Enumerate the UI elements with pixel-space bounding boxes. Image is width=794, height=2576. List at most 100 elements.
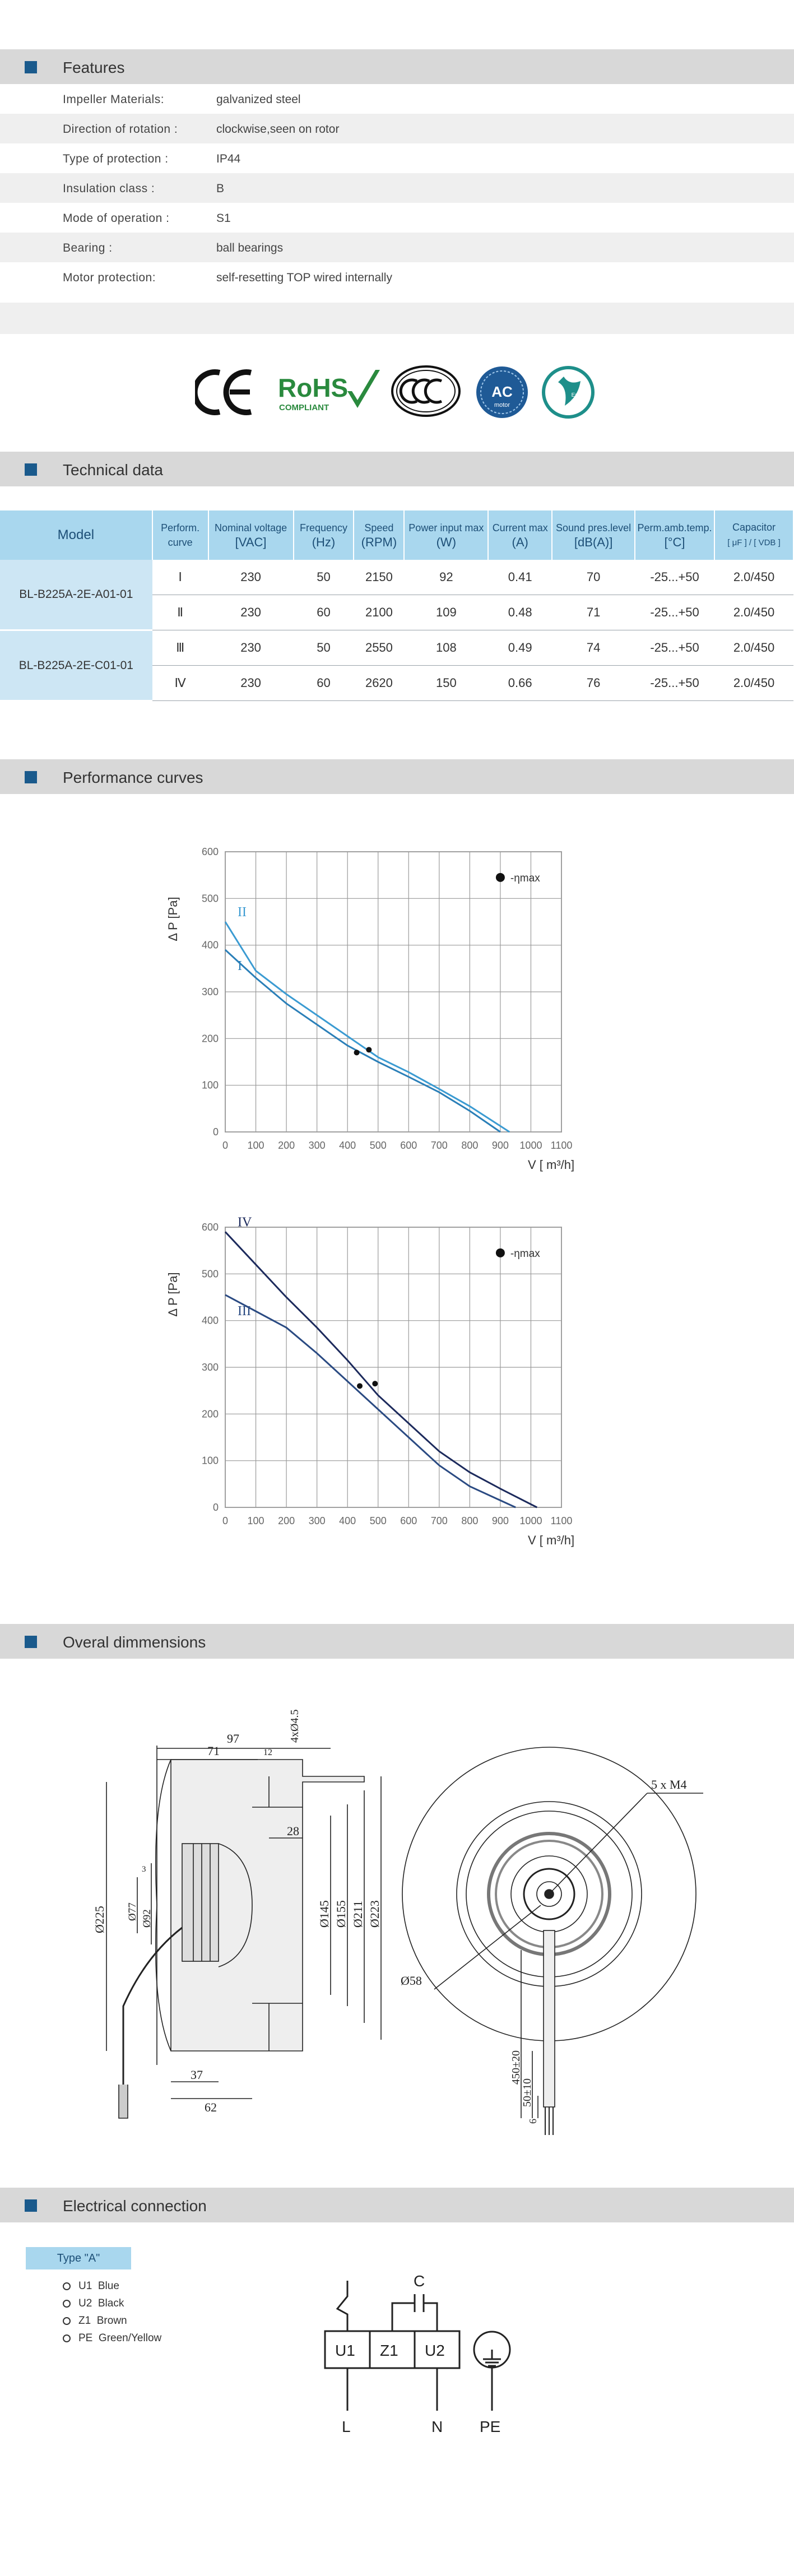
features-header: Features bbox=[0, 49, 794, 84]
feature-label: Impeller Materials: bbox=[63, 93, 165, 106]
section-marker bbox=[25, 771, 37, 783]
temp-cell: -25...+50 bbox=[635, 630, 715, 666]
side-view-drawing: 97 71 12 4xØ4.5 28 Ø225 Ø92 Ø77 3 Ø145 Ø… bbox=[92, 1710, 382, 2119]
series-line-IV bbox=[224, 1231, 538, 1509]
y-tick-label: 400 bbox=[202, 940, 219, 951]
x-tick-label: 800 bbox=[461, 1515, 478, 1526]
capacitor-cell: 2.0/450 bbox=[714, 665, 793, 701]
x-tick-label: 300 bbox=[309, 1140, 326, 1151]
electrical-header: Electrical connection bbox=[0, 2188, 794, 2222]
feature-value: S1 bbox=[216, 212, 231, 225]
dim-lead-6: 6 bbox=[527, 2119, 538, 2124]
capacitor-label: C bbox=[414, 2272, 425, 2290]
x-tick-label: 0 bbox=[222, 1140, 228, 1151]
x-tick-label: 100 bbox=[248, 1140, 264, 1151]
dim-225: Ø225 bbox=[92, 1906, 106, 1933]
y-tick-label: 100 bbox=[202, 1080, 219, 1091]
rohs-sub-text: COMPLIANT bbox=[279, 403, 329, 412]
sound-cell: 74 bbox=[552, 630, 635, 666]
wire-legend-item: U1 Blue bbox=[63, 2280, 119, 2292]
x-tick-label: 600 bbox=[400, 1140, 417, 1151]
y-axis-label: Δ P [Pa] bbox=[166, 1272, 180, 1316]
terminal-u1: U1 bbox=[335, 2342, 355, 2359]
series-label: III bbox=[238, 1304, 251, 1319]
x-tick-label: 1100 bbox=[551, 1140, 573, 1151]
feature-label: Type of protection : bbox=[63, 152, 169, 165]
temp-cell: -25...+50 bbox=[635, 560, 715, 595]
efficiency-point bbox=[357, 1383, 363, 1389]
dim-3: 3 bbox=[142, 1865, 146, 1874]
series-label: II bbox=[238, 905, 247, 920]
wire-legend-item: U2 Black bbox=[63, 2297, 124, 2310]
curve-cell: Ⅰ bbox=[152, 560, 208, 595]
current-cell: 0.49 bbox=[488, 630, 552, 666]
voltage-cell: 230 bbox=[208, 595, 294, 630]
power-cell: 92 bbox=[404, 560, 489, 595]
electrical-title: Electrical connection bbox=[63, 2197, 207, 2215]
feature-value: IP44 bbox=[216, 152, 241, 165]
type-a-badge: Type "A" bbox=[26, 2247, 131, 2269]
efficiency-point bbox=[366, 1047, 372, 1053]
ce-logo bbox=[195, 369, 252, 415]
feature-value: galvanized steel bbox=[216, 93, 301, 106]
feature-label: Direction of rotation : bbox=[63, 123, 178, 136]
x-axis-label: V [ m³/h] bbox=[528, 1158, 574, 1172]
table-row: Ⅳ 230 60 2620 150 0.66 76 -25...+50 2.0/… bbox=[0, 665, 793, 701]
capacitor-cell: 2.0/450 bbox=[714, 560, 793, 595]
y-tick-label: 200 bbox=[202, 1033, 219, 1044]
speed-cell: 2620 bbox=[354, 665, 405, 701]
dim-58: Ø58 bbox=[401, 1974, 422, 1988]
x-tick-label: 0 bbox=[222, 1515, 228, 1526]
temp-cell: -25...+50 bbox=[635, 595, 715, 630]
feature-label: Insulation class : bbox=[63, 182, 155, 195]
x-tick-label: 1000 bbox=[519, 1140, 542, 1151]
voltage-cell: 230 bbox=[208, 665, 294, 701]
sound-cell: 70 bbox=[552, 560, 635, 595]
efficiency-point bbox=[354, 1050, 360, 1056]
dim-4x45: 4xØ4.5 bbox=[289, 1710, 301, 1743]
y-tick-label: 300 bbox=[202, 986, 219, 997]
ac-sub-text: motor bbox=[494, 402, 510, 409]
voltage-cell: 230 bbox=[208, 630, 294, 666]
feature-row: Type of protection : IP44 bbox=[0, 143, 794, 173]
sound-cell: 71 bbox=[552, 595, 635, 630]
series-line-II bbox=[224, 921, 510, 1133]
x-tick-label: 200 bbox=[278, 1515, 295, 1526]
current-cell: 0.66 bbox=[488, 665, 552, 701]
curve-cell: Ⅳ bbox=[152, 665, 208, 701]
line-label-pe: PE bbox=[480, 2418, 500, 2435]
performance-header: Performance curves bbox=[0, 759, 794, 794]
wiring-diagram: C U1 Z1 U2 L N PE bbox=[324, 2272, 511, 2435]
header-voltage: Nominal voltage [VAC] bbox=[208, 510, 294, 560]
header-perform: Perform. curve bbox=[152, 510, 209, 560]
legend-marker bbox=[495, 1248, 505, 1257]
dim-12: 12 bbox=[263, 1748, 272, 1757]
features-title: Features bbox=[63, 59, 125, 76]
ac-motor-logo: AC motor bbox=[476, 366, 528, 418]
x-tick-label: 500 bbox=[370, 1515, 387, 1526]
header-model: Model bbox=[0, 510, 153, 560]
series-line-I bbox=[224, 949, 501, 1133]
dim-lead-50: 50±10 bbox=[521, 2078, 533, 2107]
speed-cell: 2100 bbox=[354, 595, 405, 630]
table-row: Ⅱ 230 60 2100 109 0.48 71 -25...+50 2.0/… bbox=[0, 595, 793, 630]
header-frequency: Frequency (Hz) bbox=[293, 510, 355, 560]
power-cell: 108 bbox=[404, 630, 489, 666]
dim-155: Ø155 bbox=[334, 1900, 348, 1928]
feature-row: Bearing : ball bearings bbox=[0, 233, 794, 262]
x-tick-label: 1000 bbox=[519, 1515, 542, 1526]
dimensions-header: Overal dimmensions bbox=[0, 1624, 794, 1659]
section-marker bbox=[25, 1636, 37, 1648]
dim-211: Ø211 bbox=[351, 1901, 365, 1928]
series-label: I bbox=[238, 959, 242, 973]
dim-lead-450: 450±20 bbox=[510, 2050, 522, 2085]
x-tick-label: 900 bbox=[492, 1140, 509, 1151]
model-cell: BL-B225A-2E-C01-01 bbox=[0, 630, 152, 702]
capacitor-cell: 2.0/450 bbox=[714, 595, 793, 630]
front-view-drawing: 5 x M4 Ø58 450±20 50±10 6 bbox=[401, 1747, 703, 2135]
y-tick-label: 0 bbox=[213, 1502, 219, 1513]
curve-cell: Ⅱ bbox=[152, 595, 208, 630]
erp-logo: ErP 2015 bbox=[542, 366, 595, 419]
y-tick-label: 400 bbox=[202, 1315, 219, 1326]
table-header-row: Model Perform. curve Nominal voltage [VAC]… bbox=[0, 510, 794, 560]
